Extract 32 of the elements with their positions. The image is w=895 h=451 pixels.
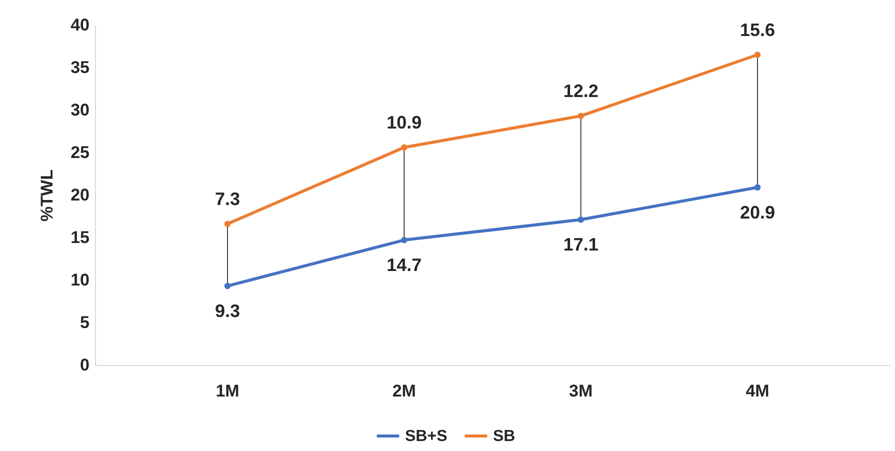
- y-tick-label: 30: [70, 100, 90, 120]
- annotation: 7.3: [214, 188, 240, 209]
- y-tick-label: 15: [70, 228, 90, 247]
- point: [401, 144, 408, 151]
- x-tick-label: 2M: [392, 382, 416, 400]
- annotation: 15.6: [740, 20, 776, 40]
- data-label: 9.3: [214, 300, 240, 321]
- y-tick-label: 10: [70, 270, 90, 290]
- point: [754, 52, 761, 58]
- point: [578, 112, 584, 120]
- y-tick-label: 0: [80, 356, 90, 374]
- point: [578, 216, 584, 223]
- data-label: 20.9: [740, 202, 776, 222]
- legend-label: SB+S: [405, 428, 448, 445]
- y-tick-label: 5: [80, 313, 90, 332]
- annotation: 10.9: [386, 112, 422, 132]
- y-tick-label: 20: [70, 186, 90, 204]
- x-tick-label: 1M: [216, 382, 240, 400]
- point: [224, 220, 231, 228]
- legend-label: SB: [493, 428, 516, 445]
- point: [224, 282, 231, 290]
- annotation: 12.2: [563, 80, 598, 101]
- y-tick-label: 35: [70, 58, 90, 77]
- y-tick-label: 40: [70, 16, 90, 34]
- data-label: 14.7: [386, 255, 422, 276]
- y-tick-label: 25: [70, 143, 90, 162]
- point: [754, 184, 761, 191]
- point: [401, 236, 408, 244]
- y-axis-title: %TWL: [38, 170, 57, 222]
- x-tick-label: 3M: [569, 382, 593, 400]
- x-tick-label: 4M: [746, 382, 770, 400]
- data-label: 17.1: [563, 234, 598, 255]
